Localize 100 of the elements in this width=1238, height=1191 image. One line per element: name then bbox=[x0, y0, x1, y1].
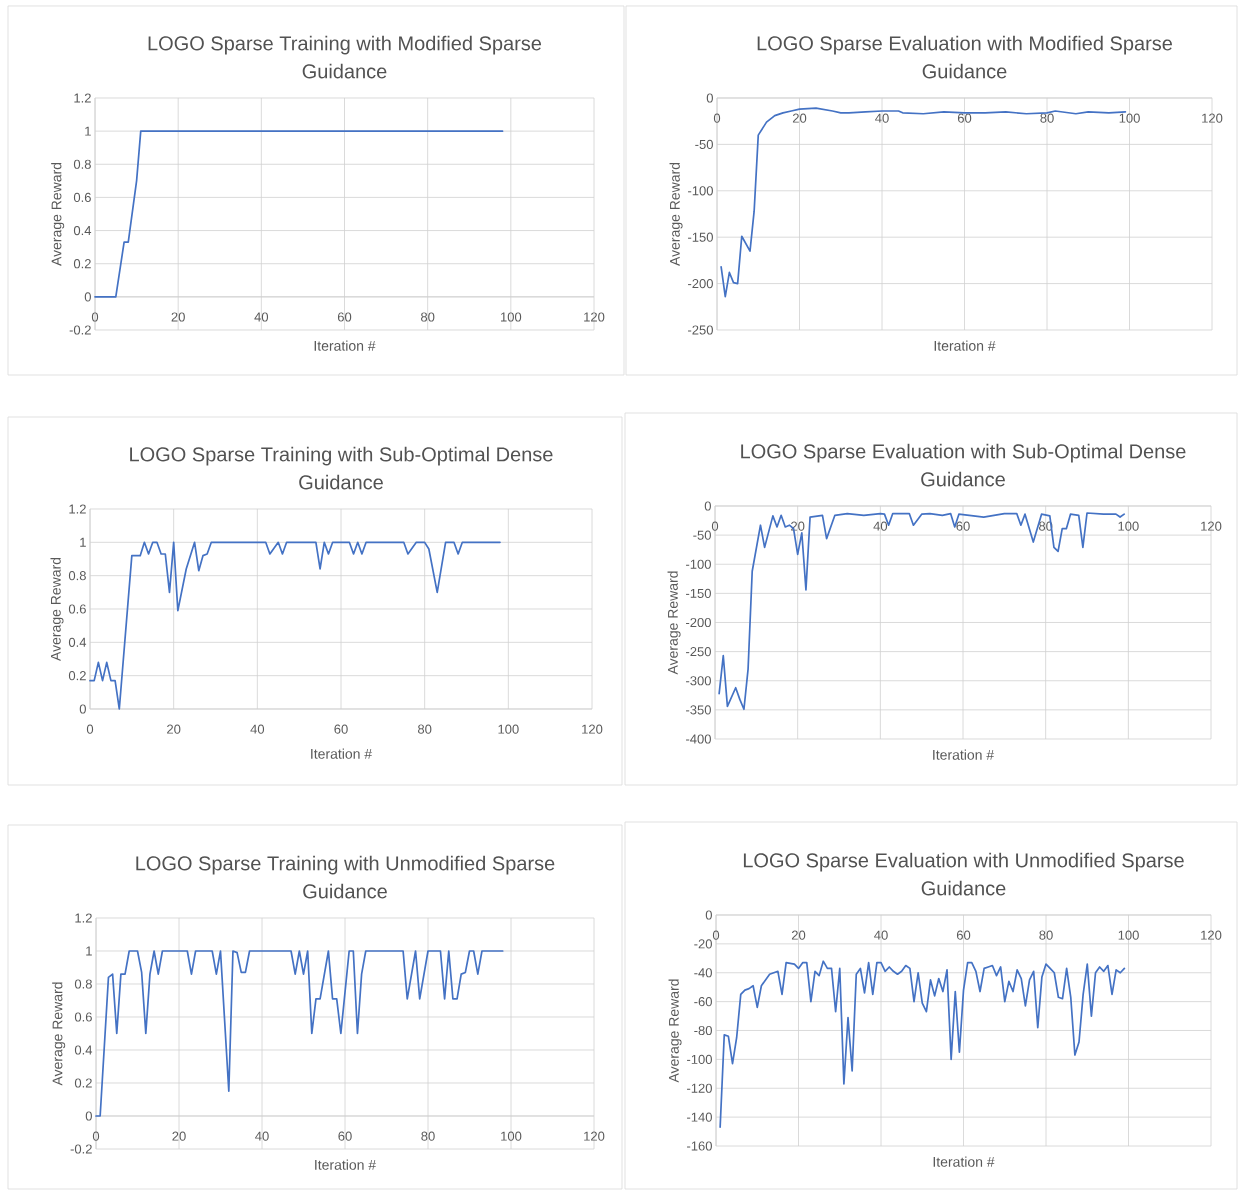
y-tick-label: -50 bbox=[693, 530, 711, 540]
y-axis-title: Average Reward bbox=[667, 571, 681, 675]
y-tick-label: 1.2 bbox=[74, 93, 91, 103]
y-tick-label: -100 bbox=[688, 186, 713, 196]
y-tick-label: -50 bbox=[695, 139, 713, 149]
x-tick-label: 120 bbox=[582, 724, 603, 734]
x-axis-title: Iteration # bbox=[934, 340, 996, 351]
x-tick-label: 120 bbox=[584, 1131, 605, 1141]
x-tick-label: 100 bbox=[1118, 930, 1139, 940]
y-tick-label: -140 bbox=[687, 1112, 712, 1122]
y-tick-label: -160 bbox=[687, 1141, 712, 1151]
y-axis-title: Average Reward bbox=[668, 979, 682, 1083]
y-tick-label: 0 bbox=[706, 93, 713, 103]
line-series bbox=[89, 541, 501, 710]
x-tick-label: 60 bbox=[956, 930, 971, 940]
y-tick-label: 1.2 bbox=[75, 913, 92, 923]
y-tick-label: -120 bbox=[687, 1083, 712, 1093]
x-tick-label: 0 bbox=[712, 930, 720, 940]
x-tick-label: 20 bbox=[792, 113, 807, 123]
y-tick-label: -20 bbox=[694, 939, 712, 949]
y-tick-label: -250 bbox=[688, 325, 713, 335]
line-series bbox=[719, 960, 1126, 1129]
x-tick-label: 40 bbox=[255, 1131, 269, 1141]
x-axis-title: Iteration # bbox=[314, 340, 376, 351]
y-tick-label: -150 bbox=[688, 232, 713, 242]
y-tick-label: -400 bbox=[686, 734, 711, 744]
x-tick-label: 20 bbox=[172, 1131, 186, 1141]
x-tick-label: 60 bbox=[338, 1131, 352, 1141]
y-tick-label: -150 bbox=[686, 588, 711, 598]
y-tick-label: 0.4 bbox=[74, 1045, 93, 1055]
chart-title: LOGO Sparse Training with Sub-Optimal Dense Guidance bbox=[130, 446, 553, 490]
x-tick-label: 0 bbox=[92, 1131, 100, 1141]
y-tick-label: -100 bbox=[687, 1054, 712, 1064]
x-tick-label: 60 bbox=[337, 312, 352, 322]
x-axis-title: Iteration # bbox=[311, 748, 373, 759]
chart-title: LOGO Sparse Evaluation with Sub-Optimal Dense Guidance bbox=[741, 443, 1186, 487]
x-axis-title: Iteration # bbox=[933, 1156, 995, 1167]
x-tick-label: 120 bbox=[1201, 930, 1222, 940]
y-tick-label: -350 bbox=[686, 705, 711, 715]
y-tick-label: 0.6 bbox=[74, 1012, 92, 1022]
chart-title: LOGO Sparse Evaluation with Unmodified Sparse Guidance bbox=[743, 852, 1184, 896]
y-tick-label: 0.4 bbox=[73, 225, 92, 236]
y-axis-title: Average Reward bbox=[50, 557, 64, 661]
y-tick-label: 0 bbox=[79, 704, 86, 714]
y-tick-label: 1 bbox=[85, 126, 91, 136]
x-tick-label: 120 bbox=[1202, 113, 1223, 123]
x-tick-label: 0 bbox=[713, 113, 721, 123]
y-tick-label: -60 bbox=[694, 997, 712, 1007]
y-tick-label: 1.2 bbox=[69, 504, 86, 514]
y-tick-label: -250 bbox=[686, 647, 711, 657]
y-tick-label: 0.2 bbox=[68, 671, 86, 681]
y-tick-label: 0 bbox=[705, 910, 712, 920]
x-tick-label: 120 bbox=[584, 312, 605, 322]
y-tick-label: 0 bbox=[85, 1111, 92, 1121]
y-axis-title: Average Reward bbox=[51, 162, 65, 266]
x-tick-label: 100 bbox=[1119, 113, 1140, 123]
y-tick-label: 0.6 bbox=[73, 192, 91, 203]
y-tick-label: -40 bbox=[694, 968, 712, 978]
x-tick-label: 40 bbox=[250, 724, 265, 734]
y-tick-label: 1 bbox=[80, 537, 86, 547]
x-tick-label: 20 bbox=[791, 521, 805, 531]
y-tick-label: 0.8 bbox=[73, 159, 91, 169]
y-axis-title: Average Reward bbox=[52, 982, 66, 1086]
y-tick-label: -200 bbox=[688, 278, 713, 289]
y-tick-label: 0 bbox=[84, 292, 91, 302]
y-tick-label: -0.2 bbox=[69, 325, 91, 335]
x-tick-label: 80 bbox=[421, 1131, 435, 1141]
x-tick-label: 20 bbox=[167, 724, 181, 734]
x-tick-label: 20 bbox=[171, 312, 185, 322]
x-tick-label: 80 bbox=[418, 724, 432, 734]
x-tick-label: 60 bbox=[956, 521, 970, 531]
y-tick-label: 0.2 bbox=[74, 1078, 92, 1088]
x-axis-title: Iteration # bbox=[315, 1159, 377, 1170]
x-tick-label: 20 bbox=[791, 930, 806, 940]
y-tick-label: 1 bbox=[86, 946, 92, 956]
y-tick-label: -200 bbox=[686, 617, 711, 628]
x-tick-label: 40 bbox=[873, 521, 888, 531]
x-tick-label: 100 bbox=[501, 1131, 522, 1141]
y-tick-label: 0 bbox=[704, 501, 711, 511]
x-tick-label: 60 bbox=[957, 113, 972, 123]
chart-title: LOGO Sparse Training with Unmodified Sparse Guidance bbox=[136, 855, 555, 899]
y-tick-label: -300 bbox=[686, 676, 711, 686]
x-tick-label: 40 bbox=[254, 312, 269, 322]
line-series bbox=[95, 950, 504, 1117]
x-tick-label: 60 bbox=[334, 724, 348, 734]
x-tick-label: 100 bbox=[1118, 521, 1139, 531]
chart-title: LOGO Sparse Training with Modified Sparse Guidance bbox=[148, 35, 542, 79]
y-tick-label: 0.4 bbox=[68, 637, 87, 647]
x-tick-label: 80 bbox=[421, 312, 435, 322]
x-tick-label: 40 bbox=[874, 930, 888, 940]
chart-title: LOGO Sparse Evaluation with Modified Sparse Guidance bbox=[757, 35, 1172, 79]
x-tick-label: 80 bbox=[1039, 930, 1053, 940]
x-tick-label: 80 bbox=[1040, 113, 1054, 123]
y-tick-label: 0.8 bbox=[74, 979, 92, 989]
x-tick-label: 40 bbox=[875, 113, 889, 123]
y-tick-label: -0.2 bbox=[70, 1144, 92, 1154]
y-tick-label: -100 bbox=[686, 559, 711, 569]
x-tick-label: 100 bbox=[498, 724, 519, 734]
y-tick-label: 0.8 bbox=[68, 571, 86, 581]
x-tick-label: 120 bbox=[1201, 521, 1222, 531]
